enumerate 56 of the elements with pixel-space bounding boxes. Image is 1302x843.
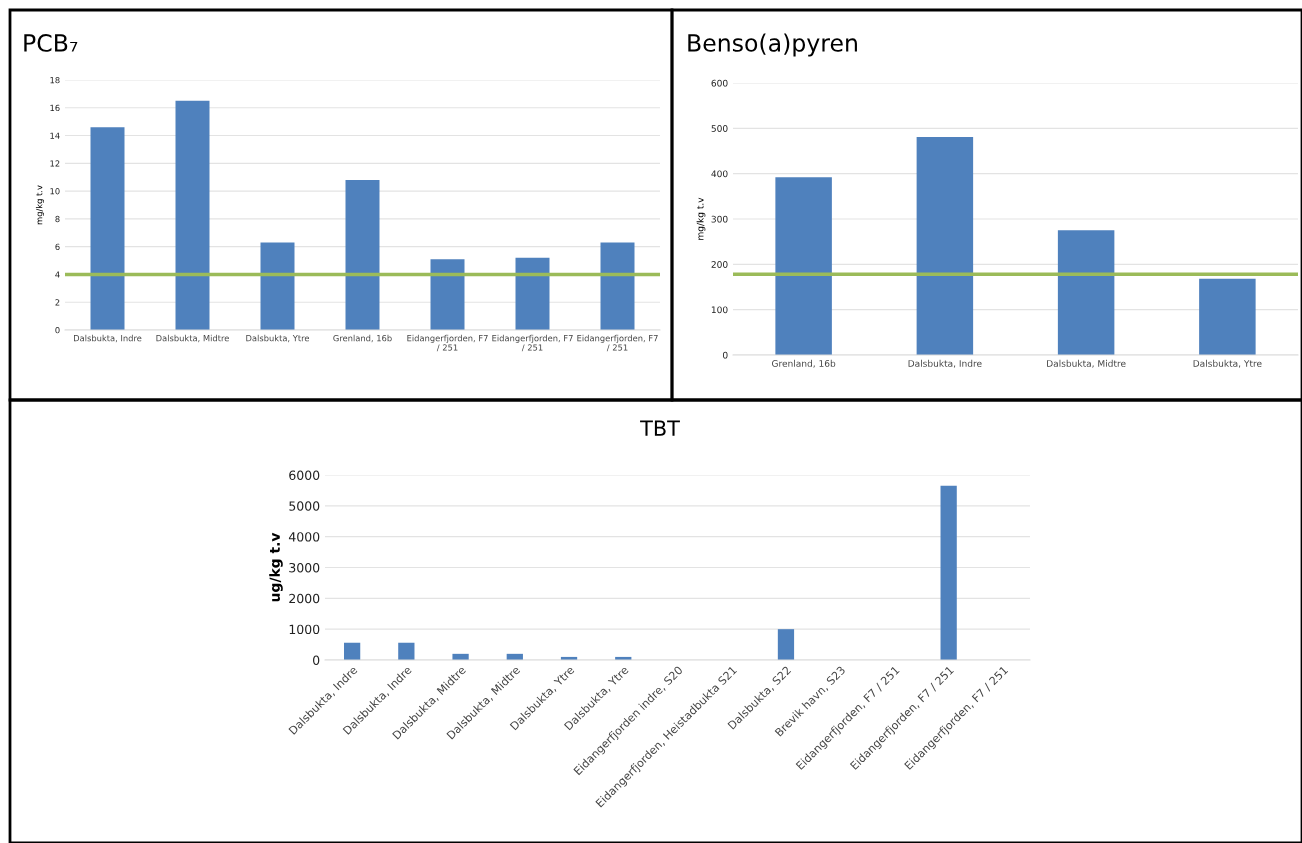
x-tick-label: Eidangerfjorden, F7 / 251 — [407, 334, 488, 352]
x-tick-label: Eidangerfjorden, F7 / 251 — [492, 334, 573, 352]
bar — [260, 242, 295, 330]
y-tick-label: 8 — [55, 215, 60, 223]
y-tick-label: 0 — [722, 351, 728, 359]
x-tick-label: Dalsbukta, Midtre — [1047, 359, 1126, 368]
y-tick-label: 6 — [55, 243, 60, 250]
x-tick-label: Eidangerfjorden, F7 / 251 — [577, 334, 658, 352]
y-tick-label: 100 — [711, 306, 728, 314]
y-tick-label: 300 — [711, 215, 728, 223]
x-tick-label: Dalsbukta, Ytre — [1193, 359, 1262, 368]
x-tick-label: Grenland, 16b — [772, 359, 836, 368]
y-tick-label: 600 — [711, 79, 728, 87]
y-tick-label: 500 — [711, 125, 728, 132]
x-tick-label: Dalsbukta, Indre — [74, 334, 142, 343]
bar — [430, 259, 465, 330]
x-tick-label: Grenland, 16b — [333, 334, 392, 343]
bar — [777, 629, 795, 660]
y-tick-label: 4 — [55, 271, 60, 278]
y-tick-label: 0 — [313, 655, 320, 665]
y-axis-title: mg/kg t.v — [696, 197, 706, 240]
bar — [775, 177, 832, 355]
y-tick-label: 2000 — [289, 593, 320, 604]
x-tick-label: Dalsbukta, Midtre — [156, 334, 229, 343]
x-tick-label: Dalsbukta, Indre — [908, 359, 982, 368]
y-tick-label: 3000 — [289, 562, 320, 573]
bar — [600, 242, 635, 330]
y-tick-label: 18 — [50, 76, 60, 84]
bar — [343, 642, 361, 660]
y-tick-label: 400 — [711, 170, 728, 178]
bar — [515, 257, 550, 330]
bar — [345, 180, 380, 330]
x-tick-label: Dalsbukta, Ytre — [246, 334, 310, 343]
y-tick-label: 14 — [50, 132, 60, 139]
y-tick-label: 6000 — [289, 470, 320, 480]
y-axis-title: ug/kg t.v — [269, 532, 283, 602]
y-tick-label: 16 — [50, 104, 60, 112]
y-tick-label: 12 — [50, 160, 60, 167]
bar — [1057, 230, 1115, 355]
bar — [940, 485, 957, 660]
y-axis-title: mg/kg t.v — [35, 185, 44, 225]
y-tick-label: 0 — [55, 326, 60, 334]
y-tick-label: 1000 — [289, 624, 320, 635]
chart-title: TBT — [640, 420, 680, 436]
y-tick-label: 200 — [711, 261, 728, 268]
y-tick-label: 10 — [50, 188, 60, 195]
y-tick-label: 2 — [55, 299, 60, 306]
bar — [1199, 278, 1256, 355]
chart-title: PCB₇ — [24, 33, 78, 52]
chart-title: Benso(a)pyren — [688, 33, 857, 57]
y-tick-label: 4000 — [288, 532, 320, 542]
bar — [90, 127, 125, 330]
bar — [398, 642, 415, 660]
bar — [175, 100, 210, 330]
bar — [916, 136, 974, 355]
y-tick-label: 5000 — [289, 501, 320, 511]
